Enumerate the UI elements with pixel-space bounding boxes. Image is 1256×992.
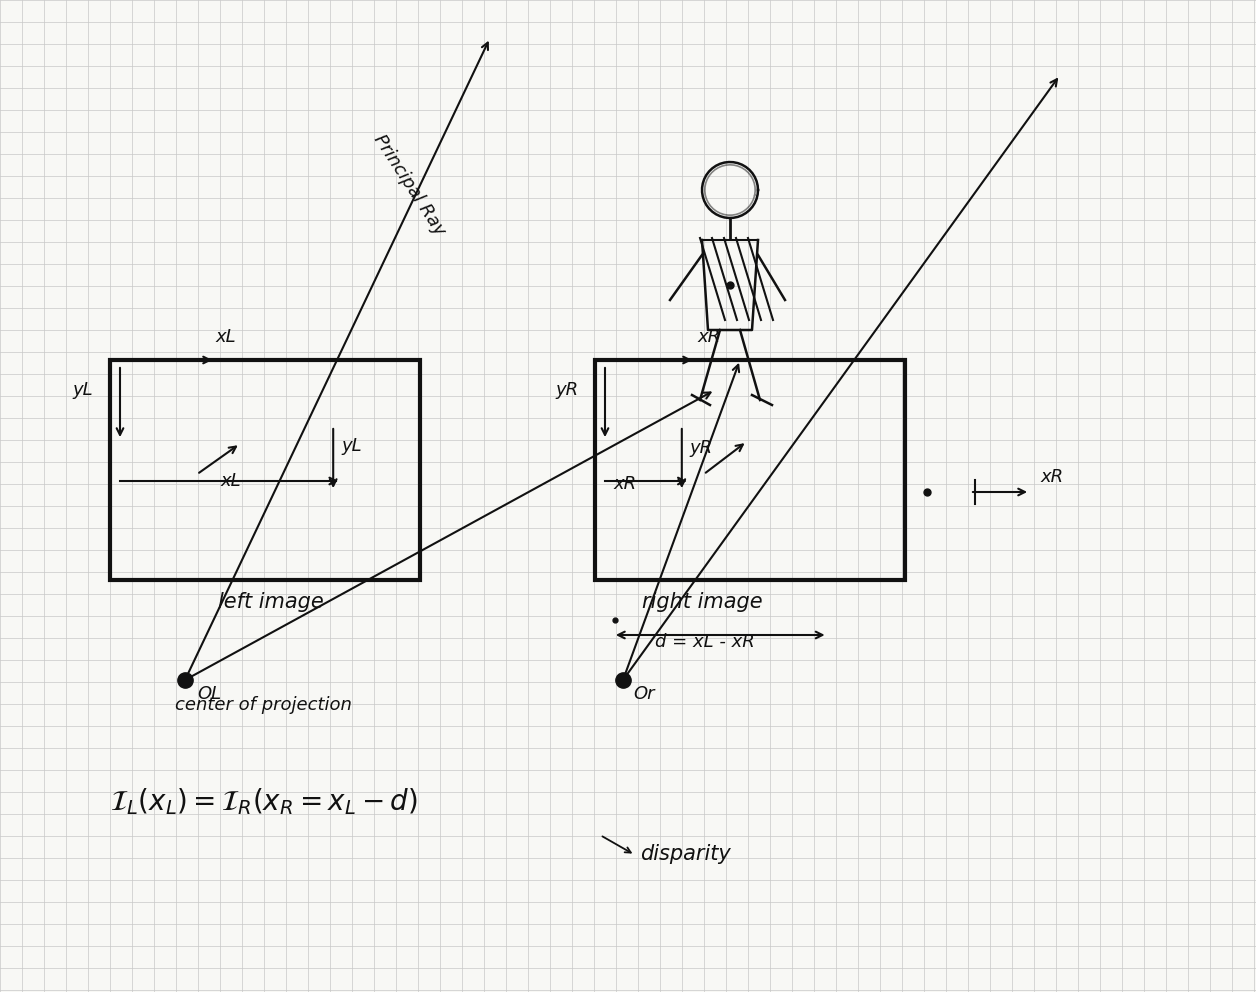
Text: left image: left image	[219, 592, 324, 612]
Text: disparity: disparity	[641, 844, 731, 864]
Text: Principal Ray: Principal Ray	[371, 131, 448, 239]
Bar	[111, 360, 420, 580]
Text: yR: yR	[690, 439, 713, 457]
Text: yL: yL	[72, 381, 93, 399]
Text: $\mathcal{I}_L(x_L) = \mathcal{I}_R(x_R = x_L - d)$: $\mathcal{I}_L(x_L) = \mathcal{I}_R(x_R …	[111, 786, 418, 816]
Text: xR: xR	[697, 328, 720, 346]
Text: xL: xL	[220, 472, 241, 490]
Text: xR: xR	[613, 475, 636, 493]
Text: OL: OL	[197, 685, 221, 703]
Text: xL: xL	[215, 328, 236, 346]
Bar	[595, 360, 906, 580]
Text: yL: yL	[342, 437, 362, 455]
Text: right image: right image	[642, 592, 762, 612]
Text: xR: xR	[1040, 468, 1063, 486]
Text: d = xL - xR: d = xL - xR	[654, 633, 755, 651]
Text: yR: yR	[555, 381, 578, 399]
Text: center of projection: center of projection	[175, 696, 352, 714]
Text: Or: Or	[633, 685, 654, 703]
